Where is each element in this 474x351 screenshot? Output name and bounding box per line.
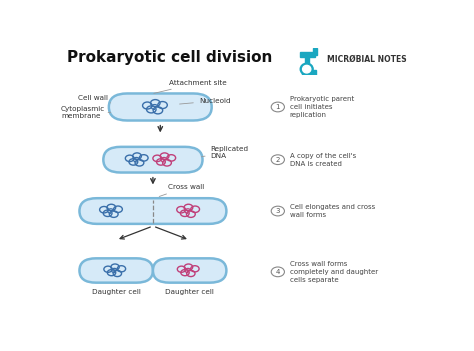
Text: Daughter cell: Daughter cell: [165, 289, 214, 294]
Text: 1: 1: [275, 104, 280, 110]
FancyBboxPatch shape: [80, 258, 153, 283]
Text: Attachment site: Attachment site: [154, 80, 227, 93]
Text: Nucleoid: Nucleoid: [180, 98, 230, 104]
Circle shape: [271, 102, 284, 112]
Text: Cytoplasmic
membrane: Cytoplasmic membrane: [61, 106, 110, 119]
Text: Cross wall: Cross wall: [159, 184, 204, 197]
Text: Prokaryotic cell division: Prokaryotic cell division: [66, 50, 272, 65]
Text: 4: 4: [276, 269, 280, 275]
Circle shape: [271, 206, 284, 216]
Text: MICRØBIAL NOTES: MICRØBIAL NOTES: [328, 55, 407, 64]
Text: Cross wall forms
completely and daughter
cells separate: Cross wall forms completely and daughter…: [290, 261, 378, 283]
FancyBboxPatch shape: [80, 198, 227, 224]
Circle shape: [271, 267, 284, 277]
Circle shape: [271, 155, 284, 165]
Text: 3: 3: [275, 208, 280, 214]
Text: 2: 2: [276, 157, 280, 163]
Text: A copy of the cell's
DNA is created: A copy of the cell's DNA is created: [290, 153, 356, 167]
Text: Replicated
DNA: Replicated DNA: [201, 146, 249, 159]
FancyBboxPatch shape: [109, 93, 212, 120]
Text: Prokaryotic parent
cell initiates
replication: Prokaryotic parent cell initiates replic…: [290, 96, 354, 118]
FancyBboxPatch shape: [103, 147, 202, 173]
Text: Cell wall: Cell wall: [78, 95, 110, 103]
Text: Daughter cell: Daughter cell: [92, 289, 141, 294]
Text: Cell elongates and cross
wall forms: Cell elongates and cross wall forms: [290, 204, 375, 218]
FancyBboxPatch shape: [153, 258, 227, 283]
